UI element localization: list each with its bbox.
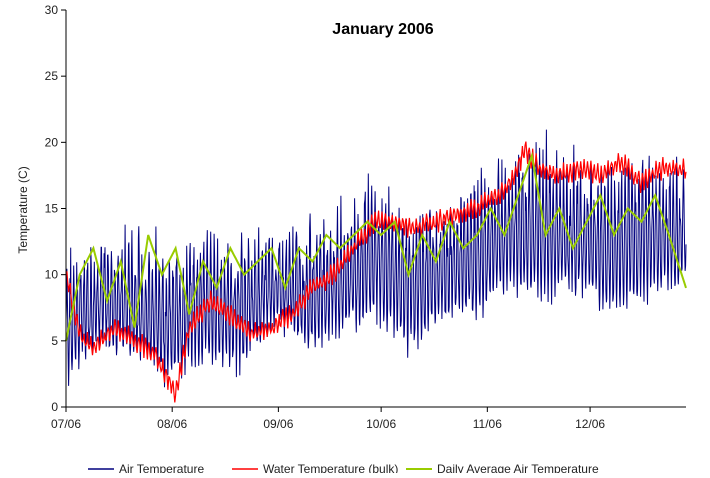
water-temperature-line xyxy=(65,141,687,403)
y-tick-label: 25 xyxy=(45,69,59,83)
x-tick-label: 11/06 xyxy=(473,417,502,431)
x-tick-label: 12/06 xyxy=(575,417,605,431)
y-tick-label: 0 xyxy=(51,400,58,414)
x-tick-label: 10/06 xyxy=(366,417,396,431)
y-axis-label: Temperature (C) xyxy=(16,166,30,253)
x-tick-label: 08/06 xyxy=(157,417,187,431)
legend-label-water: Water Temperature (bulk) xyxy=(263,462,398,473)
y-tick-label: 30 xyxy=(45,3,59,17)
chart-title: January 2006 xyxy=(332,21,434,38)
x-tick-label: 09/06 xyxy=(263,417,293,431)
series-layer xyxy=(65,129,687,403)
axis-layer: 0 5 10 15 20 25 30 07/06 08/06 09/06 10/06 11/06 12/… xyxy=(45,3,686,431)
legend-label-daily: Daily Average Air Temperature xyxy=(437,462,599,473)
y-tick-label: 5 xyxy=(51,334,58,348)
legend-label-air: Air Temperature xyxy=(119,462,204,473)
legend: Air Temperature Water Temperature (bulk) D… xyxy=(88,462,599,476)
y-tick-label: 20 xyxy=(45,135,59,149)
daily-average-line xyxy=(65,151,687,342)
x-tick-label: 07/06 xyxy=(51,417,81,431)
y-tick-label: 15 xyxy=(45,202,59,216)
y-tick-label: 10 xyxy=(45,268,59,282)
air-temperature-line xyxy=(65,129,687,388)
